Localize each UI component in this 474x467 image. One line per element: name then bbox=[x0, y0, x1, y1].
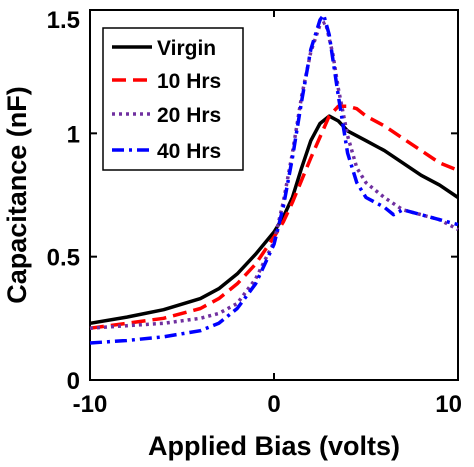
legend-label-virgin: Virgin bbox=[157, 37, 216, 60]
x-tick-label: -10 bbox=[73, 391, 108, 418]
legend-label-10hrs: 10 Hrs bbox=[157, 70, 221, 93]
series-line-40-hrs bbox=[89, 13, 459, 345]
legend-label-20hrs: 20 Hrs bbox=[157, 104, 221, 127]
y-tick-label: 1 bbox=[67, 121, 80, 148]
series-line-20-hrs bbox=[89, 20, 459, 330]
y-tick-label: 0.5 bbox=[47, 245, 80, 272]
x-axis-title: Applied Bias (volts) bbox=[148, 431, 400, 461]
y-axis-title: Capacitance (nF) bbox=[2, 86, 32, 304]
legend-label-40hrs: 40 Hrs bbox=[157, 140, 221, 163]
tick-marks bbox=[89, 9, 459, 381]
legend-box bbox=[102, 27, 244, 171]
x-tick-label: 0 bbox=[267, 391, 280, 418]
x-tick-label: 10 bbox=[435, 391, 462, 418]
y-tick-label: 0 bbox=[67, 368, 80, 395]
series-line-virgin bbox=[89, 114, 459, 326]
y-tick-label: 1.5 bbox=[47, 7, 80, 34]
legend: Virgin 10 Hrs 20 Hrs 40 Hrs bbox=[102, 27, 244, 171]
series-line-10-hrs bbox=[89, 104, 459, 330]
series-lines bbox=[89, 13, 459, 345]
